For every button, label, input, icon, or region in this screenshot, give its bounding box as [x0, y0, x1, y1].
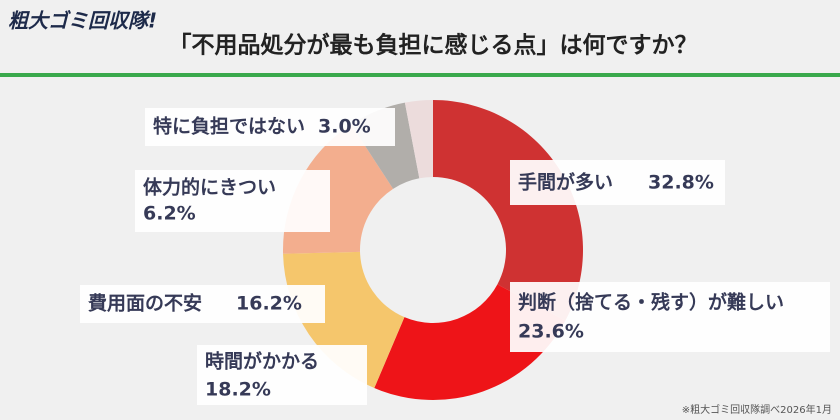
donut-segment	[404, 100, 433, 179]
value-label: 16.2%	[236, 293, 302, 315]
label-box	[197, 345, 367, 405]
logo: 粗大ゴミ回収隊!	[8, 9, 157, 33]
category-label: 時間がかかる	[205, 350, 319, 373]
label-box	[145, 108, 395, 146]
category-label: 判断（捨てる・残す）が難しい	[518, 291, 784, 314]
label-box	[135, 170, 330, 232]
divider	[0, 73, 840, 77]
category-label: 体力的にきつい	[143, 176, 276, 199]
label-box	[510, 160, 725, 205]
category-label: 特に負担ではない	[153, 115, 305, 138]
donut-segment	[433, 100, 583, 321]
value-label: 6.2%	[143, 203, 196, 225]
source-note: ※粗大ゴミ回収隊調べ2026年1月	[682, 403, 832, 416]
category-label: 手間が多い	[518, 171, 613, 194]
label-box	[80, 285, 325, 323]
label-box	[510, 282, 830, 352]
value-label: 18.2%	[205, 379, 271, 401]
value-label: 32.8%	[648, 172, 714, 194]
category-label: 費用面の不安	[88, 292, 202, 315]
value-label: 3.0%	[318, 116, 371, 138]
chart-title: 「不用品処分が最も負担に感じる点」は何ですか？	[169, 32, 698, 59]
value-label: 23.6%	[518, 321, 584, 343]
